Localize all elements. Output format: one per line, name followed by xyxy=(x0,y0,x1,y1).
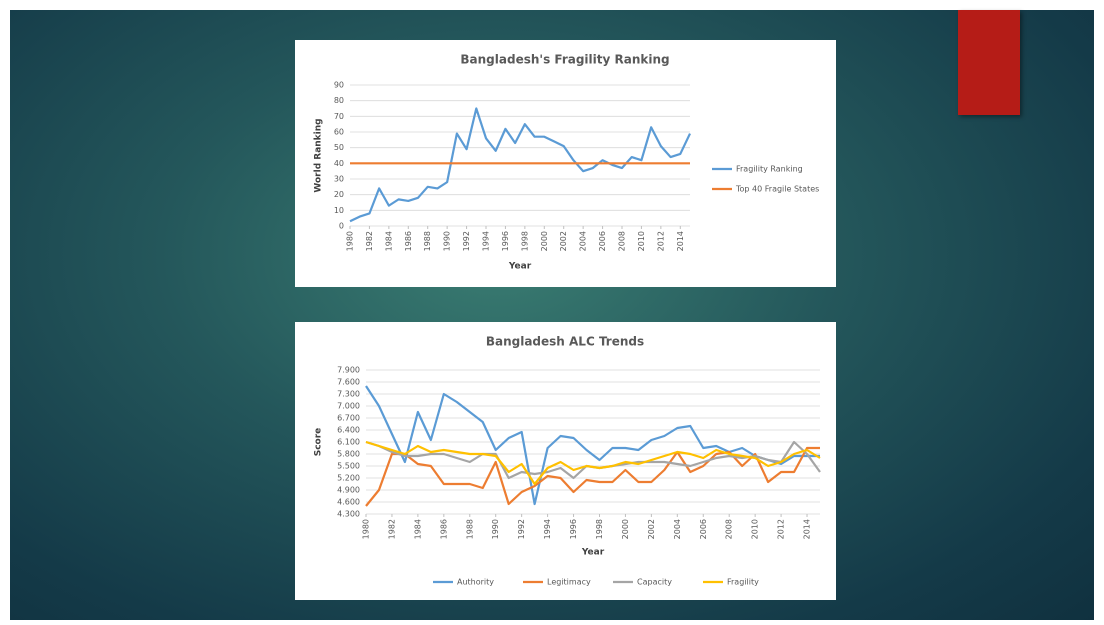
x-tick-label: 1994 xyxy=(482,231,491,251)
y-tick-label: 5.200 xyxy=(337,474,360,483)
y-tick-label: 30 xyxy=(334,175,344,184)
x-tick-label: 1990 xyxy=(491,519,500,539)
y-tick-label: 6.400 xyxy=(337,426,360,435)
x-tick-label: 1996 xyxy=(501,231,510,251)
y-tick-label: 6.700 xyxy=(337,414,360,423)
x-axis-title: Year xyxy=(508,262,532,272)
y-tick-label: 4.900 xyxy=(337,486,360,495)
x-tick-label: 2002 xyxy=(647,519,656,539)
y-tick-label: 7.000 xyxy=(337,402,360,411)
x-tick-label: 2004 xyxy=(673,519,682,539)
y-tick-label: 5.800 xyxy=(337,450,360,459)
series-line xyxy=(365,446,820,507)
legend-label: Fragility Ranking xyxy=(736,165,803,174)
chart-panel xyxy=(295,322,836,600)
y-axis-title: World Ranking xyxy=(314,118,324,192)
series-line xyxy=(365,440,821,486)
x-tick-label: 1986 xyxy=(439,519,448,539)
series-line xyxy=(349,107,691,223)
x-tick-label: 1988 xyxy=(465,519,474,539)
accent-bar xyxy=(958,10,1020,115)
y-tick-label: 80 xyxy=(334,96,344,105)
y-tick-label: 90 xyxy=(334,81,344,90)
x-tick-label: 1998 xyxy=(595,519,604,539)
x-tick-label: 1986 xyxy=(404,231,413,251)
y-tick-label: 4.600 xyxy=(337,498,360,507)
x-tick-label: 2012 xyxy=(656,231,665,251)
x-tick-label: 2008 xyxy=(725,519,734,539)
x-tick-label: 2010 xyxy=(751,519,760,539)
x-tick-label: 1988 xyxy=(423,231,432,251)
x-tick-label: 2000 xyxy=(621,519,630,539)
x-tick-label: 2008 xyxy=(618,231,627,251)
x-tick-label: 2006 xyxy=(699,519,708,539)
x-tick-label: 1990 xyxy=(443,231,452,251)
x-tick-label: 1992 xyxy=(462,231,471,251)
y-tick-label: 6.100 xyxy=(337,438,360,447)
y-tick-label: 4.300 xyxy=(337,510,360,519)
x-tick-label: 1984 xyxy=(413,519,422,539)
x-tick-label: 1982 xyxy=(387,519,396,539)
chart-title: Bangladesh ALC Trends xyxy=(486,335,644,349)
y-tick-label: 5.500 xyxy=(337,462,360,471)
y-tick-label: 40 xyxy=(334,159,344,168)
y-tick-label: 20 xyxy=(334,190,344,199)
x-tick-label: 1980 xyxy=(346,231,355,251)
series-line xyxy=(365,385,820,506)
x-axis-title: Year xyxy=(581,548,605,558)
y-tick-label: 50 xyxy=(334,143,344,152)
x-tick-label: 1996 xyxy=(569,519,578,539)
x-tick-label: 1984 xyxy=(384,231,393,251)
legend-label: Capacity xyxy=(637,578,672,587)
y-tick-label: 60 xyxy=(334,128,344,137)
y-tick-label: 10 xyxy=(334,206,344,215)
y-tick-label: 7.900 xyxy=(337,366,360,375)
x-tick-label: 2000 xyxy=(540,231,549,251)
x-tick-label: 2014 xyxy=(676,231,685,251)
x-tick-label: 2002 xyxy=(559,231,568,251)
x-tick-label: 1992 xyxy=(517,519,526,539)
legend-label: Fragility xyxy=(727,578,759,587)
x-tick-label: 1982 xyxy=(365,231,374,251)
x-tick-label: 1994 xyxy=(543,519,552,539)
x-tick-label: 1998 xyxy=(520,231,529,251)
legend-label: Legitimacy xyxy=(547,578,591,587)
x-tick-label: 2014 xyxy=(803,519,812,539)
legend-label: Authority xyxy=(457,578,494,587)
x-tick-label: 2004 xyxy=(579,231,588,251)
y-tick-label: 70 xyxy=(334,112,344,121)
x-tick-label: 1980 xyxy=(362,519,371,539)
x-tick-label: 2012 xyxy=(777,519,786,539)
y-tick-label: 0 xyxy=(339,222,344,231)
y-tick-label: 7.600 xyxy=(337,378,360,387)
y-tick-label: 7.300 xyxy=(337,390,360,399)
x-tick-label: 2006 xyxy=(598,231,607,251)
y-axis-title: Score xyxy=(314,428,324,457)
legend-label: Top 40 Fragile States xyxy=(735,185,819,194)
x-tick-label: 2010 xyxy=(637,231,646,251)
chart-title: Bangladesh's Fragility Ranking xyxy=(460,53,669,67)
